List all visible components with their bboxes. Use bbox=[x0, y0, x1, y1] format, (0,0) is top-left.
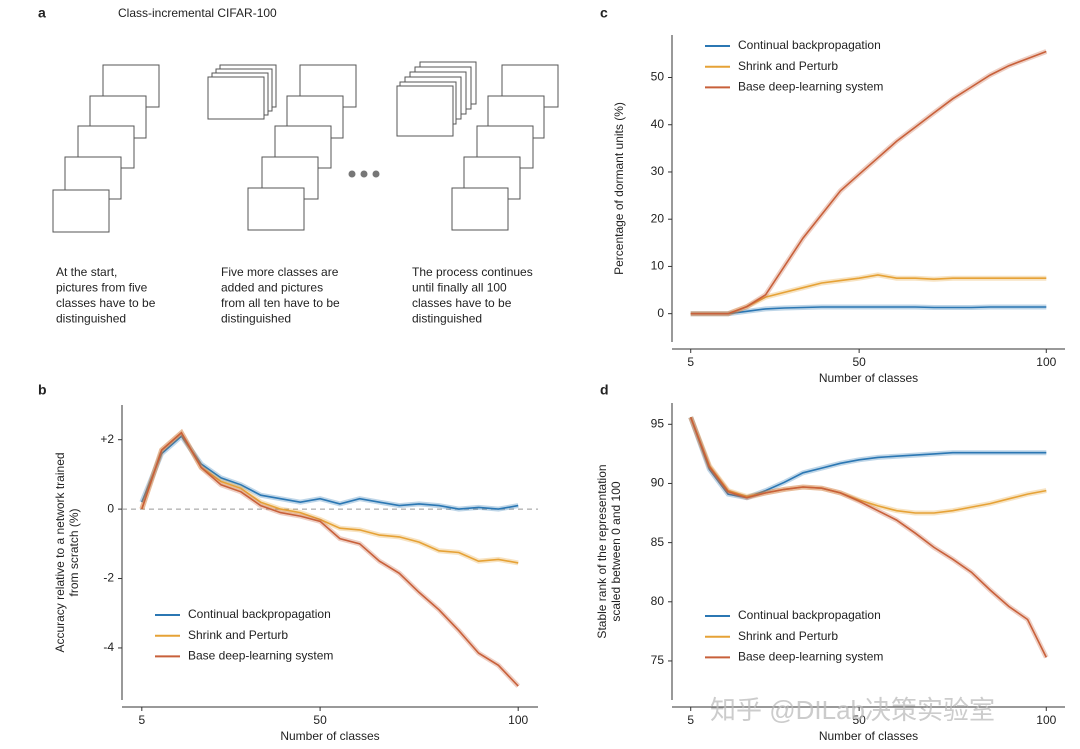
y-tick-label: -2 bbox=[103, 571, 114, 585]
x-tick-label: 50 bbox=[313, 713, 327, 727]
legend-label: Shrink and Perturb bbox=[738, 59, 838, 73]
y-tick-label: 90 bbox=[651, 476, 665, 490]
series-line bbox=[141, 435, 519, 510]
legend-label: Shrink and Perturb bbox=[738, 629, 838, 643]
legend-label: Base deep-learning system bbox=[738, 80, 883, 94]
ellipsis-dot bbox=[360, 170, 368, 178]
series-line bbox=[141, 431, 519, 564]
x-axis-label: Number of classes bbox=[280, 729, 379, 743]
caption: distinguished bbox=[56, 312, 126, 326]
series-band bbox=[139, 428, 519, 566]
x-tick-label: 100 bbox=[508, 713, 528, 727]
y-tick-label: +2 bbox=[100, 432, 114, 446]
ellipsis-dot bbox=[372, 170, 380, 178]
panel-a-illustration bbox=[52, 61, 559, 233]
x-tick-label: 5 bbox=[138, 713, 145, 727]
series-line bbox=[141, 431, 519, 687]
caption: from all ten have to be bbox=[221, 296, 340, 310]
caption: added and pictures bbox=[221, 281, 323, 295]
y-tick-label: 0 bbox=[657, 306, 664, 320]
panel-title: Class-incremental CIFAR-100 bbox=[118, 6, 277, 20]
image-card bbox=[247, 187, 305, 231]
x-tick-label: 50 bbox=[852, 355, 866, 369]
legend-label: Base deep-learning system bbox=[188, 649, 333, 663]
caption: distinguished bbox=[412, 312, 482, 326]
y-tick-label: 30 bbox=[651, 164, 665, 178]
legend-label: Base deep-learning system bbox=[738, 650, 883, 664]
panel-label: c bbox=[600, 5, 608, 21]
caption: pictures from five bbox=[56, 281, 148, 295]
series-line bbox=[690, 50, 1047, 315]
y-axis-label: scaled between 0 and 100 bbox=[609, 481, 623, 621]
image-card bbox=[396, 85, 454, 137]
x-tick-label: 50 bbox=[852, 713, 866, 727]
series-band bbox=[688, 416, 1047, 501]
y-axis-label: from scratch (%) bbox=[67, 508, 81, 596]
y-axis-label: Accuracy relative to a network trained bbox=[53, 452, 67, 652]
y-tick-label: 85 bbox=[651, 535, 665, 549]
x-tick-label: 100 bbox=[1036, 355, 1056, 369]
y-tick-label: 80 bbox=[651, 594, 665, 608]
caption: until finally all 100 bbox=[412, 281, 507, 295]
image-card bbox=[207, 76, 265, 120]
watermark: 知乎 @DILab决策实验室 bbox=[710, 695, 995, 725]
series-line bbox=[689, 416, 1047, 514]
panel-label: b bbox=[38, 382, 47, 398]
y-axis-label: Percentage of dormant units (%) bbox=[612, 102, 626, 275]
y-tick-label: 95 bbox=[651, 416, 665, 430]
x-axis-label: Number of classes bbox=[819, 371, 918, 385]
x-tick-label: 5 bbox=[687, 355, 694, 369]
caption: The process continues bbox=[412, 265, 533, 279]
y-tick-label: 40 bbox=[651, 117, 665, 131]
legend-label: Continual backpropagation bbox=[188, 607, 331, 621]
image-card bbox=[451, 187, 509, 231]
caption: classes have to be bbox=[56, 296, 156, 310]
legend-label: Continual backpropagation bbox=[738, 608, 881, 622]
image-card bbox=[52, 189, 110, 233]
series-band bbox=[139, 432, 519, 512]
y-tick-label: 20 bbox=[651, 211, 665, 225]
y-tick-label: 50 bbox=[651, 70, 665, 84]
caption: Five more classes are bbox=[221, 265, 339, 279]
y-tick-label: 10 bbox=[651, 259, 665, 273]
y-tick-label: 75 bbox=[651, 653, 665, 667]
x-axis-label: Number of classes bbox=[819, 729, 918, 743]
legend-label: Shrink and Perturb bbox=[188, 628, 288, 642]
caption: distinguished bbox=[221, 312, 291, 326]
y-tick-label: -4 bbox=[103, 640, 114, 654]
y-tick-label: 0 bbox=[107, 501, 114, 515]
caption: classes have to be bbox=[412, 296, 512, 310]
panel-label: a bbox=[38, 5, 46, 21]
x-tick-label: 5 bbox=[687, 713, 694, 727]
x-tick-label: 100 bbox=[1036, 713, 1056, 727]
y-axis-label: Stable rank of the representation bbox=[595, 464, 609, 638]
series-line bbox=[690, 306, 1047, 315]
series-line bbox=[689, 416, 1048, 658]
legend-label: Continual backpropagation bbox=[738, 38, 881, 52]
panel-label: d bbox=[600, 382, 609, 398]
ellipsis-dot bbox=[348, 170, 356, 178]
caption: At the start, bbox=[56, 265, 117, 279]
